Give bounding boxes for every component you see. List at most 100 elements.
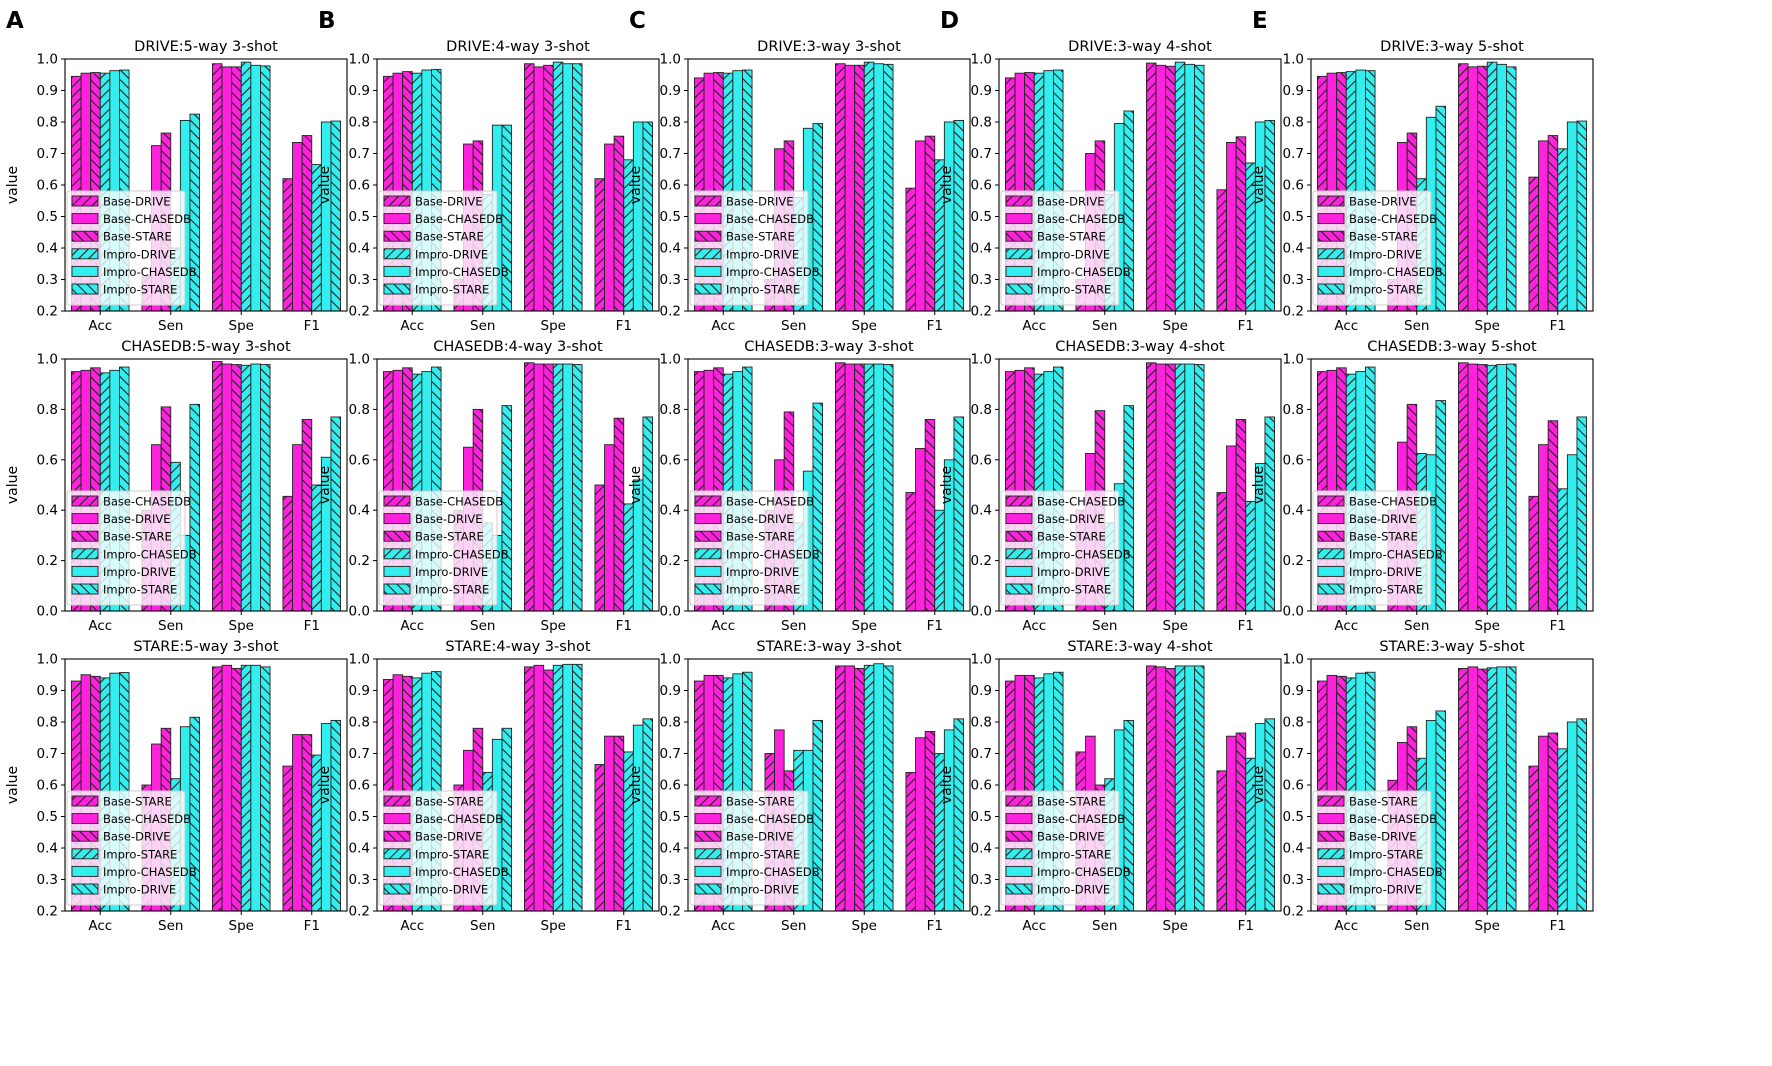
y-tick-label: 0.6 [660, 178, 681, 194]
subplot: DRIVE:3-way 5-shot Acc Sen Spe F1 0.2 0.3 0.4 0.… [1251, 39, 1594, 334]
bar [873, 663, 884, 912]
bar [189, 113, 200, 312]
bar [905, 771, 917, 912]
bar [1457, 63, 1469, 312]
y-tick-label: 0.8 [349, 115, 370, 131]
bar [524, 63, 535, 312]
y-tick-label: 0.2 [971, 553, 992, 569]
legend-label: Impro-DRIVE [415, 565, 488, 579]
y-tick-label: 0.3 [971, 872, 992, 888]
bar [250, 363, 261, 612]
x-tick-label: Sen [470, 318, 495, 334]
y-axis-label: value [1251, 166, 1267, 204]
y-tick-label: 0.2 [349, 904, 370, 920]
y-tick-label: 0.5 [349, 209, 370, 225]
legend-swatch [71, 230, 99, 242]
bar [221, 363, 233, 612]
legend-swatch [1005, 813, 1033, 825]
bar [1538, 444, 1549, 612]
subplot-title: DRIVE:3-way 5-shot [1380, 39, 1524, 55]
y-tick-label: 0.4 [1283, 503, 1304, 519]
bar [594, 178, 606, 312]
bar [1467, 666, 1479, 912]
legend-label: Base-DRIVE [415, 830, 483, 844]
legend-label: Base-DRIVE [103, 830, 171, 844]
bar [282, 178, 294, 312]
legend-swatch [1317, 795, 1345, 807]
bar [844, 64, 856, 312]
axes-frame [376, 358, 660, 612]
legend-swatch [383, 195, 411, 207]
bar [1496, 63, 1507, 312]
bar [1538, 735, 1549, 912]
legend-label: Base-DRIVE [415, 195, 483, 209]
legend-swatch [694, 213, 722, 225]
bar [883, 364, 894, 612]
legend-label: Impro-STARE [1037, 847, 1111, 861]
x-tick-label: Sen [1404, 318, 1429, 334]
legend-label: Base-STARE [1349, 230, 1418, 244]
bar [943, 729, 955, 912]
bar [330, 120, 342, 312]
legend-swatch [1317, 865, 1345, 877]
bar [1165, 363, 1176, 612]
y-tick-label: 0.0 [37, 604, 58, 620]
x-tick-label: F1 [1238, 318, 1254, 334]
x-tick-label: Spe [1163, 318, 1188, 334]
y-axis-label: value [628, 466, 644, 504]
bar [604, 143, 615, 312]
legend-swatch [1005, 230, 1033, 242]
bar [292, 444, 303, 612]
bar [189, 716, 200, 912]
y-tick-label: 1.0 [971, 352, 992, 368]
y-tick-label: 0.9 [971, 83, 992, 99]
y-tick-label: 0.9 [37, 83, 58, 99]
y-tick-label: 0.6 [1283, 452, 1304, 468]
bar [863, 61, 875, 312]
x-tick-label: Acc [711, 618, 735, 634]
legend-swatch [1005, 548, 1033, 560]
x-tick-label: Spe [852, 618, 877, 634]
y-tick-label: 1.0 [1283, 352, 1304, 368]
legend-swatch [71, 213, 99, 225]
y-tick-label: 0.2 [660, 553, 681, 569]
y-tick-label: 0.3 [349, 872, 370, 888]
bar [594, 764, 606, 912]
bar [562, 663, 573, 912]
y-tick-label: 0.6 [349, 452, 370, 468]
bar [1216, 189, 1227, 312]
y-tick-label: 0.4 [971, 841, 992, 857]
y-tick-label: 0.7 [37, 746, 58, 762]
legend-label: Base-CHASEDB [415, 495, 503, 509]
x-tick-label: Spe [1475, 918, 1500, 934]
bar [292, 734, 303, 912]
legend-label: Base-STARE [1037, 530, 1106, 544]
bar [282, 765, 294, 912]
legend-label: Base-DRIVE [1349, 830, 1417, 844]
bar [1145, 362, 1157, 612]
legend-swatch [694, 230, 722, 242]
legend-label: Base-STARE [103, 230, 172, 244]
y-tick-label: 1.0 [660, 52, 681, 68]
bar [1245, 500, 1256, 612]
legend-label: Base-CHASEDB [103, 495, 191, 509]
y-tick-label: 1.0 [349, 352, 370, 368]
legend-label: Base-DRIVE [726, 830, 794, 844]
bar [883, 63, 894, 312]
y-tick-label: 0.8 [971, 402, 992, 418]
bar [812, 719, 824, 912]
legend-label: Impro-STARE [103, 847, 177, 861]
bar [1264, 119, 1275, 312]
x-tick-label: Sen [158, 318, 183, 334]
bar [240, 364, 252, 612]
subplot: DRIVE:3-way 4-shot Acc Sen Spe F1 0.2 0.3 0.4 0.… [939, 39, 1282, 334]
x-tick-label: Spe [541, 618, 566, 634]
legend-label: Impro-CHASEDB [103, 865, 197, 879]
legend-swatch [71, 565, 99, 577]
y-tick-label: 0.5 [660, 209, 681, 225]
legend-label: Impro-STARE [103, 283, 177, 297]
legend-swatch [383, 813, 411, 825]
bar [1528, 765, 1539, 912]
legend-swatch [694, 883, 722, 895]
y-tick-label: 0.8 [971, 115, 992, 131]
